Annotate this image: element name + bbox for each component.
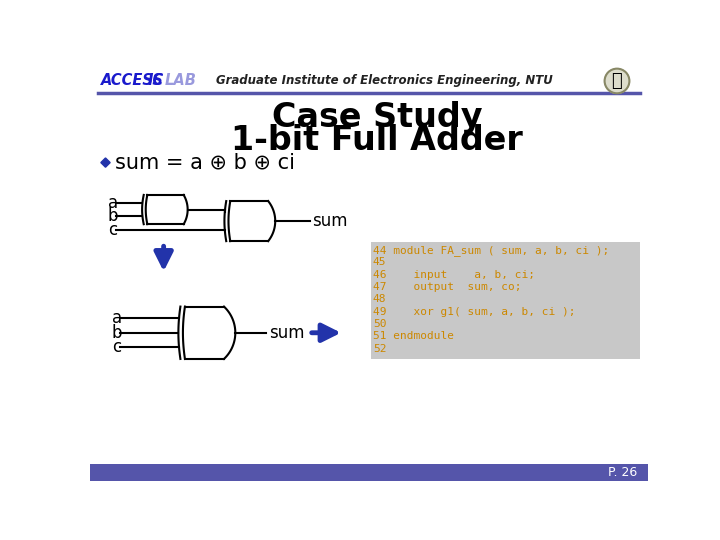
Text: 48: 48	[373, 294, 387, 304]
Text: sum: sum	[269, 324, 304, 342]
Text: 1-bit Full Adder: 1-bit Full Adder	[231, 124, 523, 157]
Text: 47    output  sum, co;: 47 output sum, co;	[373, 282, 521, 292]
Text: 50: 50	[373, 319, 387, 329]
Text: b: b	[112, 324, 122, 342]
Text: sum: sum	[312, 212, 348, 230]
Text: 46    input    a, b, ci;: 46 input a, b, ci;	[373, 269, 535, 280]
FancyBboxPatch shape	[371, 242, 640, 359]
Text: 52: 52	[373, 343, 387, 354]
Text: 🏛: 🏛	[611, 72, 622, 90]
Text: b: b	[108, 207, 118, 225]
Text: 49    xor g1( sum, a, b, ci );: 49 xor g1( sum, a, b, ci );	[373, 307, 575, 316]
Text: Graduate Institute of Electronics Engineering, NTU: Graduate Institute of Electronics Engine…	[216, 75, 553, 87]
Text: LAB: LAB	[164, 73, 197, 89]
Text: a: a	[112, 309, 122, 327]
FancyBboxPatch shape	[90, 464, 648, 481]
Text: 44 module FA_sum ( sum, a, b, ci );: 44 module FA_sum ( sum, a, b, ci );	[373, 245, 609, 256]
Text: c: c	[112, 338, 121, 356]
Circle shape	[605, 69, 629, 93]
Text: 51 endmodule: 51 endmodule	[373, 331, 454, 341]
Text: Case Study: Case Study	[271, 100, 482, 134]
Text: P. 26: P. 26	[608, 465, 637, 478]
Text: IC: IC	[148, 73, 164, 89]
Polygon shape	[101, 158, 110, 167]
Text: c: c	[108, 221, 117, 239]
Text: sum = a ⊕ b ⊕ ci: sum = a ⊕ b ⊕ ci	[114, 153, 294, 173]
Text: ACCESS: ACCESS	[101, 73, 163, 89]
Text: a: a	[108, 194, 118, 212]
Text: 45: 45	[373, 257, 387, 267]
